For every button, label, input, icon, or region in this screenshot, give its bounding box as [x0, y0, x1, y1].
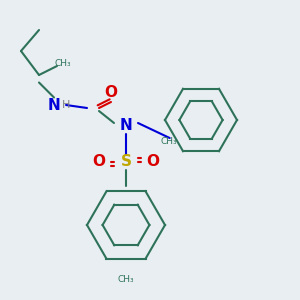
Text: CH₃: CH₃: [118, 274, 134, 284]
Text: O: O: [104, 85, 118, 100]
Text: N: N: [120, 118, 132, 134]
Text: S: S: [121, 154, 131, 169]
Text: CH₃: CH₃: [160, 137, 177, 146]
Text: CH₃: CH₃: [55, 58, 71, 68]
Text: H: H: [62, 100, 70, 110]
Text: O: O: [92, 154, 106, 169]
Text: N: N: [48, 98, 60, 112]
Text: O: O: [146, 154, 160, 169]
